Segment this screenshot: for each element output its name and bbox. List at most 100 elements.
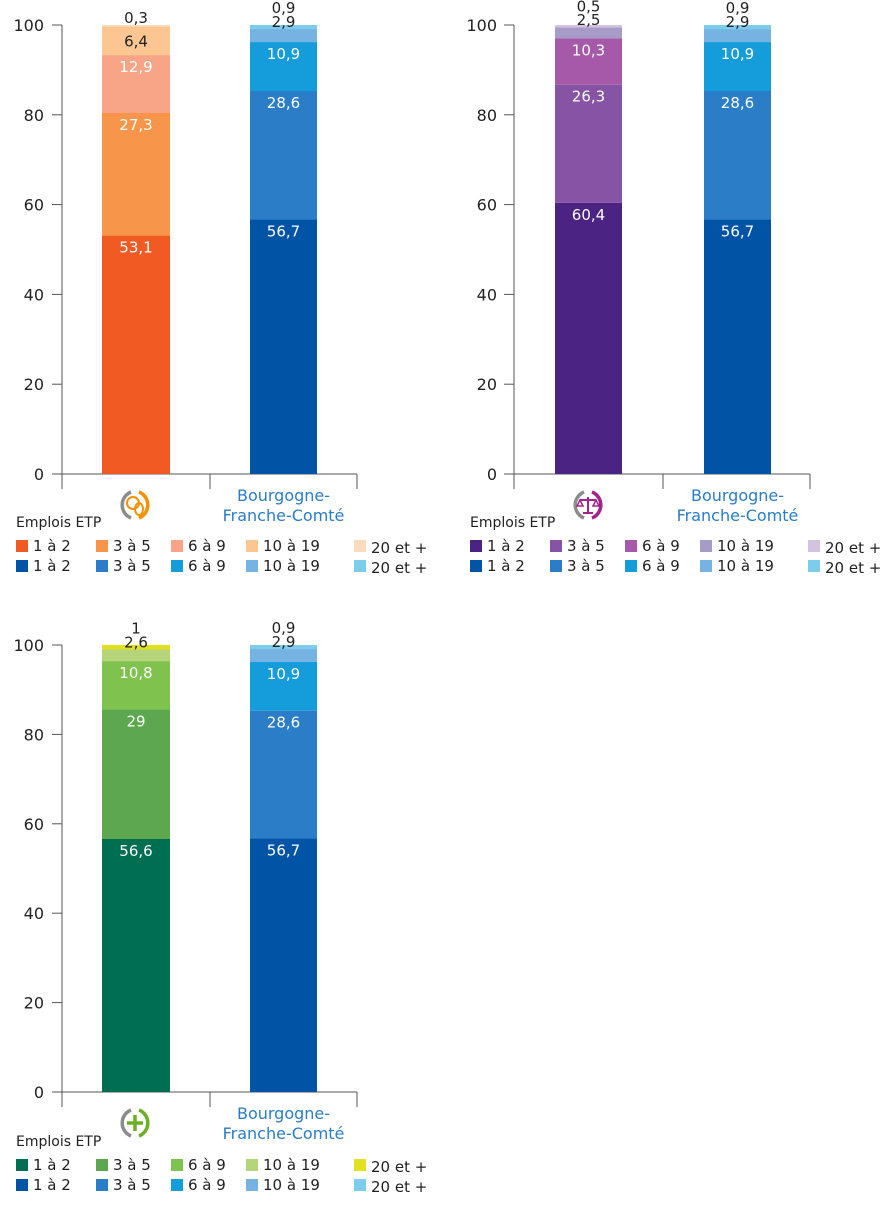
legend-swatch [246, 1159, 258, 1171]
coins-icon-ring-grey [120, 490, 132, 520]
data-label: 27,3 [119, 116, 152, 134]
plus-icon-ring-color [138, 1108, 150, 1138]
bar-segment [102, 55, 170, 114]
legend-swatch [470, 560, 482, 572]
y-tick-label: 80 [24, 106, 44, 125]
bar-segment [555, 202, 622, 474]
plus-icon [120, 1108, 150, 1138]
data-label: 10,9 [267, 665, 300, 683]
data-label: 6,4 [124, 33, 148, 51]
legend-swatch [171, 540, 183, 552]
legend-label: 20 et + [371, 559, 427, 577]
y-tick-label: 80 [24, 725, 44, 744]
legend-swatch [171, 1159, 183, 1171]
legend: Emplois ETP 1 à 2 3 à 5 6 à 9 10 à 19 20 et +… [470, 515, 881, 577]
data-label: 29 [126, 712, 145, 730]
y-tick-label: 0 [34, 465, 44, 484]
legend-swatch [700, 540, 712, 552]
bar-segment [102, 649, 170, 662]
y-tick-label: 20 [24, 994, 44, 1013]
legend-label: 1 à 2 [33, 557, 71, 575]
legend-swatch [550, 540, 562, 552]
y-tick-label: 60 [477, 196, 497, 215]
legend-label: 10 à 19 [717, 537, 774, 555]
legend-label: 20 et + [371, 1178, 427, 1196]
legend-swatch [16, 560, 28, 572]
bar-segment [250, 25, 317, 30]
legend-label: 3 à 5 [113, 1156, 151, 1174]
legend-label: 1 à 2 [487, 557, 525, 575]
legend-label: 10 à 19 [263, 1156, 320, 1174]
legend-swatch [96, 1159, 108, 1171]
legend-title: Emplois ETP [16, 515, 101, 531]
y-tick-label: 100 [13, 16, 44, 35]
legend-swatch [96, 560, 108, 572]
bar-segment [250, 29, 317, 43]
bar-segment [102, 661, 170, 710]
data-label: 0,9 [272, 619, 296, 637]
legend-swatch [625, 540, 637, 552]
legend-swatch [470, 540, 482, 552]
region-label: Franche-Comté [223, 1124, 345, 1143]
legend-swatch [808, 560, 820, 572]
legend-swatch [354, 1159, 366, 1171]
legend-swatch [808, 540, 820, 552]
data-label: 56,6 [119, 842, 152, 860]
legend-label: 1 à 2 [33, 537, 71, 555]
legend-swatch [246, 560, 258, 572]
chart-panel-2: 0 20 40 60 80 100 60,4 26,3 10,3 2,50,5 56,7 28,6 10… [466, 0, 881, 577]
data-label: 2,9 [726, 13, 750, 31]
bar-segment [102, 235, 170, 474]
legend-label: 6 à 9 [188, 537, 226, 555]
legend-title: Emplois ETP [16, 1134, 101, 1150]
bar-segment [250, 661, 317, 711]
y-tick-label: 80 [477, 106, 497, 125]
data-label: 56,7 [267, 842, 300, 860]
data-label: 28,6 [721, 94, 754, 112]
data-label: 2,9 [272, 633, 296, 651]
legend-swatch [246, 1179, 258, 1191]
data-label: 28,6 [267, 94, 300, 112]
bar-segment [704, 42, 771, 92]
legend-label: 3 à 5 [113, 557, 151, 575]
coin-shape [134, 502, 144, 516]
data-label: 2,5 [577, 11, 601, 29]
region-label: Bourgogne- [237, 486, 330, 505]
legend: Emplois ETP 1 à 2 3 à 5 6 à 9 10 à 19 20 et +… [16, 1134, 427, 1196]
legend-swatch [171, 1179, 183, 1191]
data-label: 10,8 [119, 664, 152, 682]
data-label: 0,3 [124, 9, 148, 27]
legend-swatch [16, 540, 28, 552]
legend-label: 6 à 9 [642, 557, 680, 575]
bar-segment [250, 219, 317, 474]
y-tick-label: 60 [24, 815, 44, 834]
bar-segment [704, 219, 771, 474]
y-tick-label: 20 [24, 375, 44, 394]
legend-label: 10 à 19 [263, 537, 320, 555]
legend-swatch [700, 560, 712, 572]
data-label: 56,7 [721, 222, 754, 240]
data-label: 2,6 [124, 633, 148, 651]
bar-segment [704, 29, 771, 43]
legend-label: 6 à 9 [188, 1156, 226, 1174]
bar-segment [250, 645, 317, 650]
data-label: 10,3 [572, 41, 605, 59]
y-tick-label: 40 [24, 904, 44, 923]
legend-label: 6 à 9 [188, 1176, 226, 1194]
y-tick-label: 0 [34, 1083, 44, 1102]
coins-icon [120, 490, 150, 520]
bar-segment [555, 38, 622, 85]
scale-pan [575, 498, 585, 507]
data-label: 53,1 [119, 239, 152, 257]
legend-swatch [171, 560, 183, 572]
legend-label: 10 à 19 [717, 557, 774, 575]
legend-swatch [16, 1159, 28, 1171]
legend-label: 20 et + [371, 1158, 427, 1176]
y-tick-label: 100 [466, 16, 497, 35]
data-label: 26,3 [572, 88, 605, 106]
bar-segment [250, 838, 317, 1092]
bar-segment [250, 710, 317, 839]
bar-segment [102, 709, 170, 839]
y-tick-label: 100 [13, 636, 44, 655]
legend-label: 1 à 2 [33, 1156, 71, 1174]
